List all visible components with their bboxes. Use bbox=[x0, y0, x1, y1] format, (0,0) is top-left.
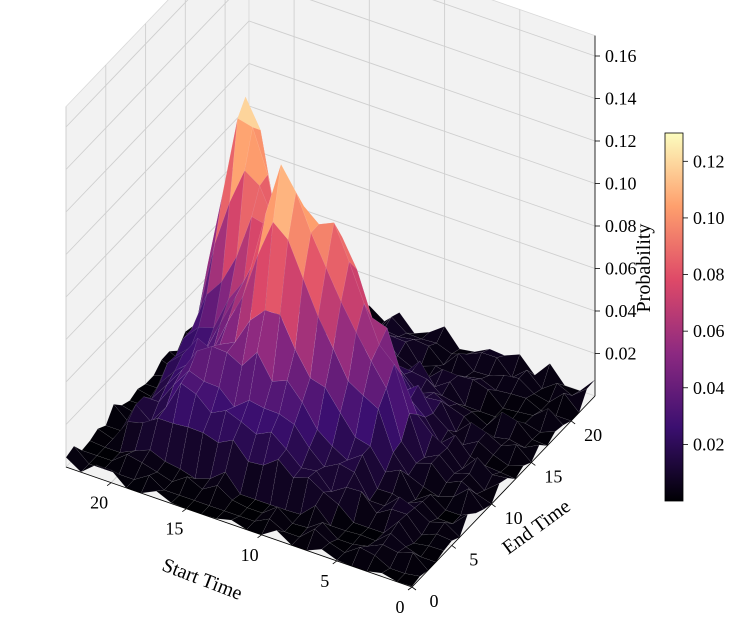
surface-facet bbox=[428, 533, 453, 551]
surface-facet bbox=[224, 499, 248, 517]
colorbar-bar bbox=[664, 132, 684, 502]
colorbar-tick-label: 0.04 bbox=[693, 378, 725, 398]
surface-facet bbox=[425, 392, 450, 407]
axes-lines bbox=[65, 35, 596, 588]
colorbar-tick-label: 0.08 bbox=[693, 265, 725, 285]
surface-facet bbox=[211, 341, 236, 353]
y-tick-label: 15 bbox=[544, 466, 562, 486]
y-tick-label: 20 bbox=[584, 425, 602, 445]
surface-facet bbox=[231, 515, 255, 530]
surface-facet bbox=[80, 463, 105, 473]
tick-labels: 0 5 10 15 20 0 5 10 15 20 0.02 0.04 0.06 0.08 0.10 0.12… bbox=[90, 46, 636, 617]
surface-facet bbox=[261, 518, 286, 536]
colorbar-tick-label: 0.06 bbox=[693, 321, 725, 341]
surface-facet bbox=[126, 449, 151, 463]
z-axis-label: Probability bbox=[633, 224, 655, 313]
z-tick-label: 0.10 bbox=[605, 174, 637, 194]
surface-facet bbox=[418, 378, 443, 396]
x-axis-line bbox=[65, 466, 413, 588]
surface-facet bbox=[397, 546, 421, 558]
y-tick-mark bbox=[531, 462, 536, 466]
x-tick-mark bbox=[106, 482, 112, 486]
z-tick-label: 0.06 bbox=[605, 259, 637, 279]
x-tick-mark bbox=[407, 586, 413, 591]
surface-facet bbox=[391, 312, 415, 334]
grid-line-z bbox=[65, 0, 596, 170]
x-tick-mark bbox=[182, 508, 187, 513]
surface-facet bbox=[217, 410, 242, 443]
z-tick-label: 0.14 bbox=[605, 89, 637, 109]
surface-facet bbox=[155, 489, 180, 504]
y-tick-mark bbox=[570, 420, 576, 425]
surface-facet bbox=[423, 462, 447, 497]
surface-facet bbox=[495, 374, 520, 395]
surface-facet bbox=[187, 476, 211, 490]
z-tick-label: 0.04 bbox=[605, 301, 637, 321]
colorbar-tick-label: 0.02 bbox=[693, 434, 725, 454]
y-tick-label: 5 bbox=[469, 549, 478, 569]
z-tick-label: 0.12 bbox=[605, 131, 637, 151]
colorbar: 0.02 0.04 0.06 0.08 0.10 0.12 bbox=[664, 132, 725, 502]
grid-line-z bbox=[65, 0, 596, 128]
surface-facet bbox=[233, 351, 258, 408]
surface-facet bbox=[193, 485, 218, 506]
surface-facet bbox=[493, 444, 517, 466]
surface-facet bbox=[385, 451, 409, 476]
surface-facet bbox=[175, 326, 200, 357]
surface-facet bbox=[496, 354, 521, 379]
z-tick-label: 0.08 bbox=[605, 216, 637, 236]
x-tick-label: 5 bbox=[320, 571, 329, 591]
surface-facet bbox=[523, 439, 548, 448]
x-tick-label: 10 bbox=[241, 545, 259, 565]
y-tick-label: 10 bbox=[505, 508, 523, 528]
colorbar-tick-label: 0.10 bbox=[693, 208, 725, 228]
y-tick-mark bbox=[491, 503, 496, 508]
surface-facet bbox=[118, 454, 143, 480]
surface-facet bbox=[119, 421, 144, 453]
surface-facet bbox=[151, 370, 175, 399]
x-tick-label: 15 bbox=[165, 519, 183, 539]
y-axis-line bbox=[411, 395, 596, 588]
surface-facet bbox=[163, 476, 188, 496]
surface-facet bbox=[452, 513, 476, 524]
surface-facet bbox=[227, 267, 252, 322]
x-tick-mark bbox=[257, 534, 262, 539]
surface-facet bbox=[493, 411, 518, 440]
z-tick-label: 0.02 bbox=[605, 344, 637, 364]
surface-facet bbox=[366, 554, 391, 574]
colorbar-tick-label: 0.12 bbox=[693, 151, 725, 171]
surface-facet bbox=[460, 488, 484, 516]
grid-line-z bbox=[65, 62, 596, 255]
surface bbox=[65, 96, 596, 587]
surface-facet bbox=[225, 439, 249, 495]
surface-facet bbox=[415, 454, 440, 464]
surface-facet bbox=[195, 381, 220, 414]
y-tick-mark bbox=[451, 545, 457, 549]
y-tick-label: 0 bbox=[430, 591, 439, 611]
grid-line-z bbox=[65, 20, 596, 213]
x-tick-mark bbox=[332, 560, 338, 565]
surface-facet bbox=[226, 320, 251, 367]
z-tick-label: 0.16 bbox=[605, 46, 637, 66]
x-axis-label: Start Time bbox=[159, 554, 245, 605]
surface-facet bbox=[220, 281, 244, 323]
surface-facet bbox=[359, 544, 384, 556]
surface-facet bbox=[348, 261, 373, 318]
x-tick-label: 0 bbox=[396, 597, 405, 617]
surface-facet bbox=[511, 353, 535, 378]
x-tick-label: 20 bbox=[90, 493, 108, 513]
surface-facet bbox=[215, 510, 240, 521]
y-tick-mark bbox=[411, 586, 417, 591]
